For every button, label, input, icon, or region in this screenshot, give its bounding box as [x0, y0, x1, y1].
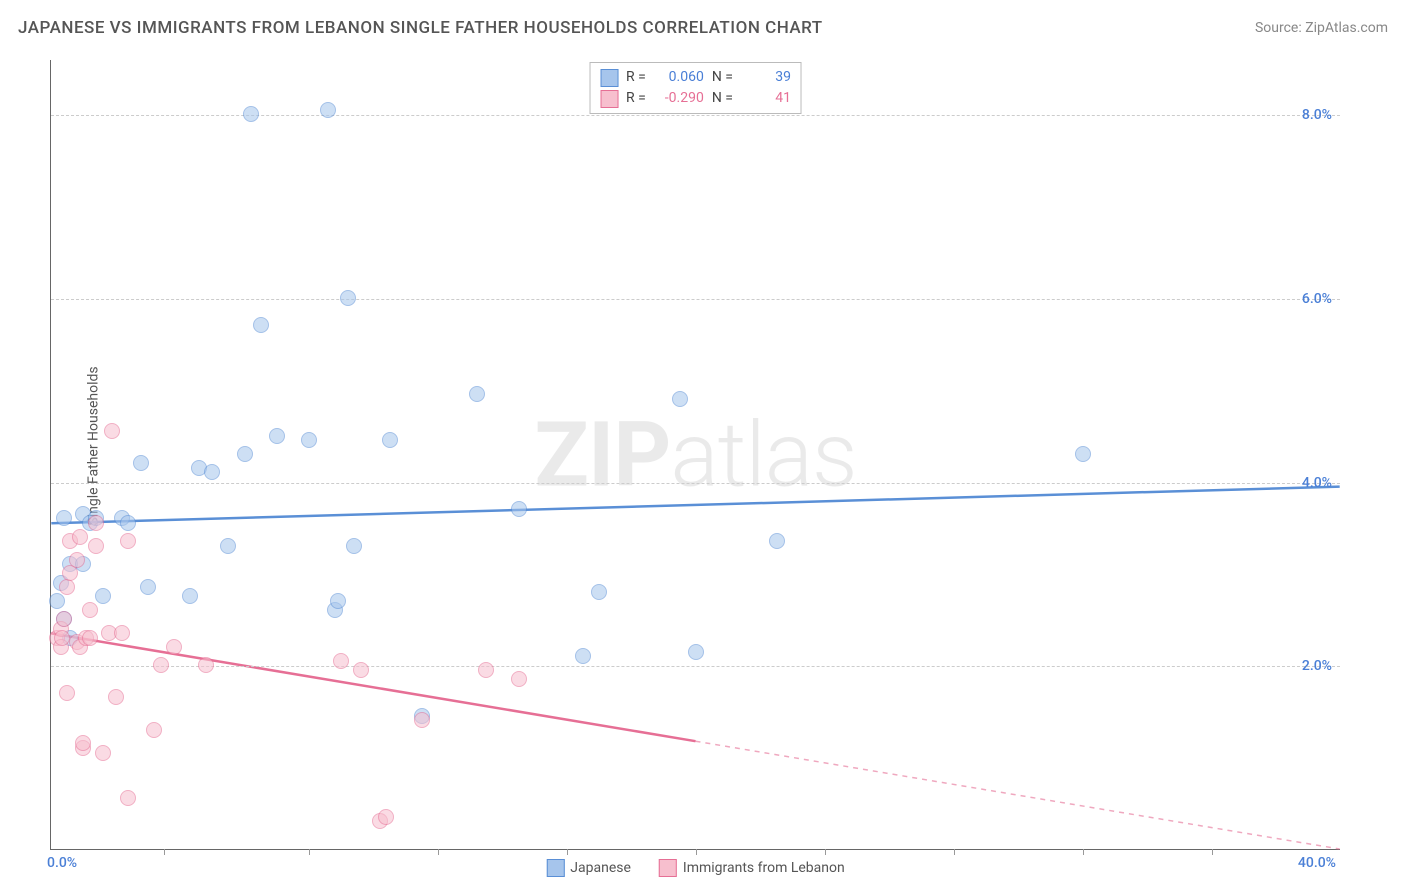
data-point	[108, 689, 124, 705]
data-point	[182, 588, 198, 604]
data-point	[153, 657, 169, 673]
data-point	[82, 602, 98, 618]
data-point	[88, 515, 104, 531]
data-point	[95, 745, 111, 761]
data-point	[688, 644, 704, 660]
data-point	[59, 579, 75, 595]
y-tick-label: 2.0%	[1302, 658, 1332, 674]
swatch-icon	[546, 859, 564, 877]
data-point	[320, 102, 336, 118]
source-label: Source: ZipAtlas.com	[1255, 20, 1388, 36]
data-point	[591, 584, 607, 600]
scatter-plot-area: ZIPatlas R = 0.060 N = 39 R = -0.290 N =…	[50, 60, 1340, 850]
legend-item-japanese: Japanese	[546, 859, 631, 877]
data-point	[62, 565, 78, 581]
data-point	[198, 657, 214, 673]
r-value-japanese: 0.060	[654, 67, 704, 88]
data-point	[69, 552, 85, 568]
data-point	[269, 428, 285, 444]
data-point	[346, 538, 362, 554]
y-tick-label: 8.0%	[1302, 107, 1332, 123]
data-point	[72, 529, 88, 545]
n-value-japanese: 39	[741, 67, 791, 88]
x-tick-mark	[309, 849, 310, 855]
x-max-label: 40.0%	[1298, 855, 1336, 871]
legend-label: Japanese	[570, 860, 631, 876]
x-tick-mark	[438, 849, 439, 855]
data-point	[330, 593, 346, 609]
chart-title: JAPANESE VS IMMIGRANTS FROM LEBANON SING…	[18, 18, 823, 38]
title-bar: JAPANESE VS IMMIGRANTS FROM LEBANON SING…	[18, 18, 1388, 38]
data-point	[575, 648, 591, 664]
legend-item-lebanon: Immigrants from Lebanon	[659, 859, 845, 877]
stats-row-japanese: R = 0.060 N = 39	[600, 67, 791, 88]
data-point	[253, 317, 269, 333]
r-value-lebanon: -0.290	[654, 88, 704, 109]
data-point	[353, 662, 369, 678]
data-point	[469, 386, 485, 402]
legend-label: Immigrants from Lebanon	[683, 860, 845, 876]
data-point	[478, 662, 494, 678]
data-point	[140, 579, 156, 595]
data-point	[82, 630, 98, 646]
data-point	[120, 533, 136, 549]
x-tick-mark	[825, 849, 826, 855]
n-label: N =	[712, 88, 733, 109]
data-point	[382, 432, 398, 448]
y-tick-label: 4.0%	[1302, 475, 1332, 491]
stats-row-lebanon: R = -0.290 N = 41	[600, 88, 791, 109]
gridline	[51, 483, 1340, 484]
data-point	[414, 712, 430, 728]
data-point	[56, 510, 72, 526]
data-point	[133, 455, 149, 471]
data-point	[59, 685, 75, 701]
data-point	[56, 611, 72, 627]
r-label: R =	[626, 88, 646, 109]
data-point	[340, 290, 356, 306]
data-point	[75, 735, 91, 751]
data-point	[333, 653, 349, 669]
data-point	[95, 588, 111, 604]
data-point	[243, 106, 259, 122]
data-point	[237, 446, 253, 462]
swatch-icon	[659, 859, 677, 877]
swatch-lebanon	[600, 90, 618, 108]
x-tick-mark	[567, 849, 568, 855]
gridline	[51, 299, 1340, 300]
gridline	[51, 666, 1340, 667]
n-label: N =	[712, 67, 733, 88]
x-tick-mark	[696, 849, 697, 855]
data-point	[220, 538, 236, 554]
data-point	[378, 809, 394, 825]
data-point	[672, 391, 688, 407]
data-point	[204, 464, 220, 480]
r-label: R =	[626, 67, 646, 88]
data-point	[88, 538, 104, 554]
y-tick-label: 6.0%	[1302, 291, 1332, 307]
data-point	[49, 593, 65, 609]
swatch-japanese	[600, 69, 618, 87]
data-point	[511, 501, 527, 517]
x-tick-mark	[954, 849, 955, 855]
data-point	[769, 533, 785, 549]
x-origin-label: 0.0%	[47, 855, 77, 871]
x-tick-mark	[1083, 849, 1084, 855]
x-tick-mark	[164, 849, 165, 855]
data-point	[166, 639, 182, 655]
n-value-lebanon: 41	[741, 88, 791, 109]
bottom-legend: Japanese Immigrants from Lebanon	[546, 859, 844, 877]
correlation-stats-box: R = 0.060 N = 39 R = -0.290 N = 41	[589, 62, 802, 114]
data-point	[301, 432, 317, 448]
data-point	[114, 625, 130, 641]
data-point	[1075, 446, 1091, 462]
x-tick-mark	[1212, 849, 1213, 855]
data-point	[511, 671, 527, 687]
data-point	[146, 722, 162, 738]
data-point	[120, 790, 136, 806]
data-point	[120, 515, 136, 531]
data-point	[104, 423, 120, 439]
